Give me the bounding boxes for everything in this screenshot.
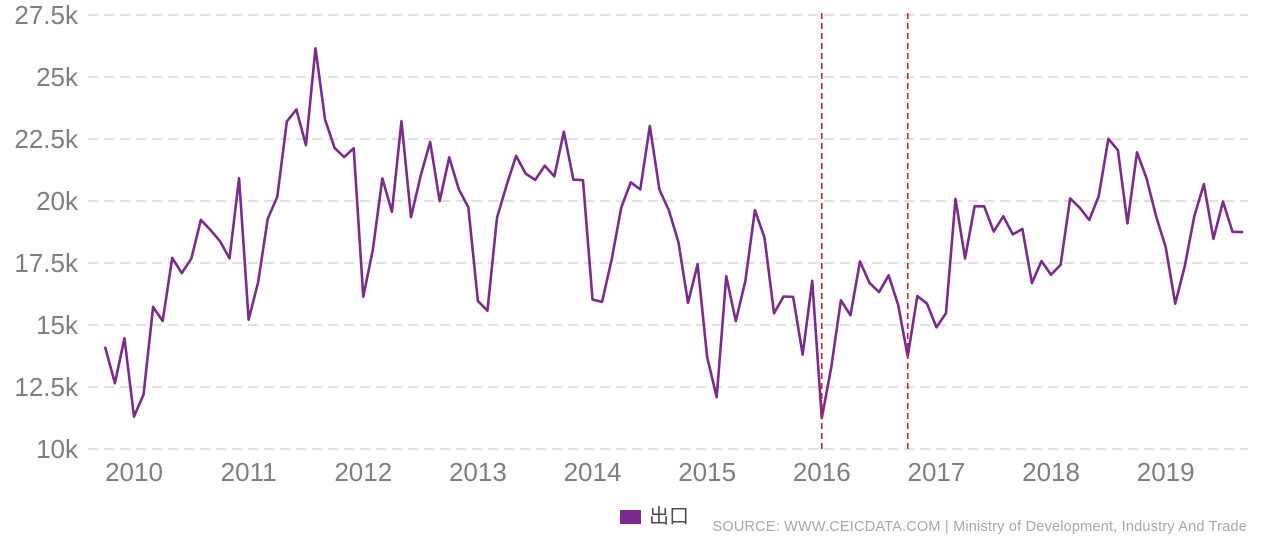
y-tick-label-15k: 15k [36, 310, 79, 340]
x-tick-label-2016: 2016 [793, 457, 851, 487]
y-tick-label-25k: 25k [36, 62, 79, 92]
y-tick-label-27.5k: 27.5k [14, 0, 79, 30]
x-tick-label-2013: 2013 [449, 457, 507, 487]
series-line-export [104, 46, 1244, 420]
x-tick-label-2019: 2019 [1137, 457, 1195, 487]
legend-swatch-icon [620, 510, 641, 524]
x-tick-label-2018: 2018 [1022, 457, 1080, 487]
x-tick-label-2010: 2010 [105, 457, 163, 487]
x-tick-label-2011: 2011 [221, 457, 277, 487]
legend: 出口 [620, 506, 689, 528]
y-tick-label-12.5k: 12.5k [14, 372, 79, 402]
x-tick-label-2017: 2017 [907, 457, 965, 487]
x-tick-label-2012: 2012 [334, 457, 392, 487]
legend-label: 出口 [649, 506, 689, 528]
y-tick-label-20k: 20k [36, 186, 79, 216]
y-tick-label-22.5k: 22.5k [14, 124, 79, 154]
y-tick-label-10k: 10k [36, 434, 79, 464]
y-tick-label-17.5k: 17.5k [14, 248, 79, 278]
source-attribution: SOURCE: WWW.CEICDATA.COM | Ministry of D… [712, 519, 1247, 535]
x-tick-label-2014: 2014 [564, 457, 622, 487]
x-tick-label-2015: 2015 [678, 457, 736, 487]
